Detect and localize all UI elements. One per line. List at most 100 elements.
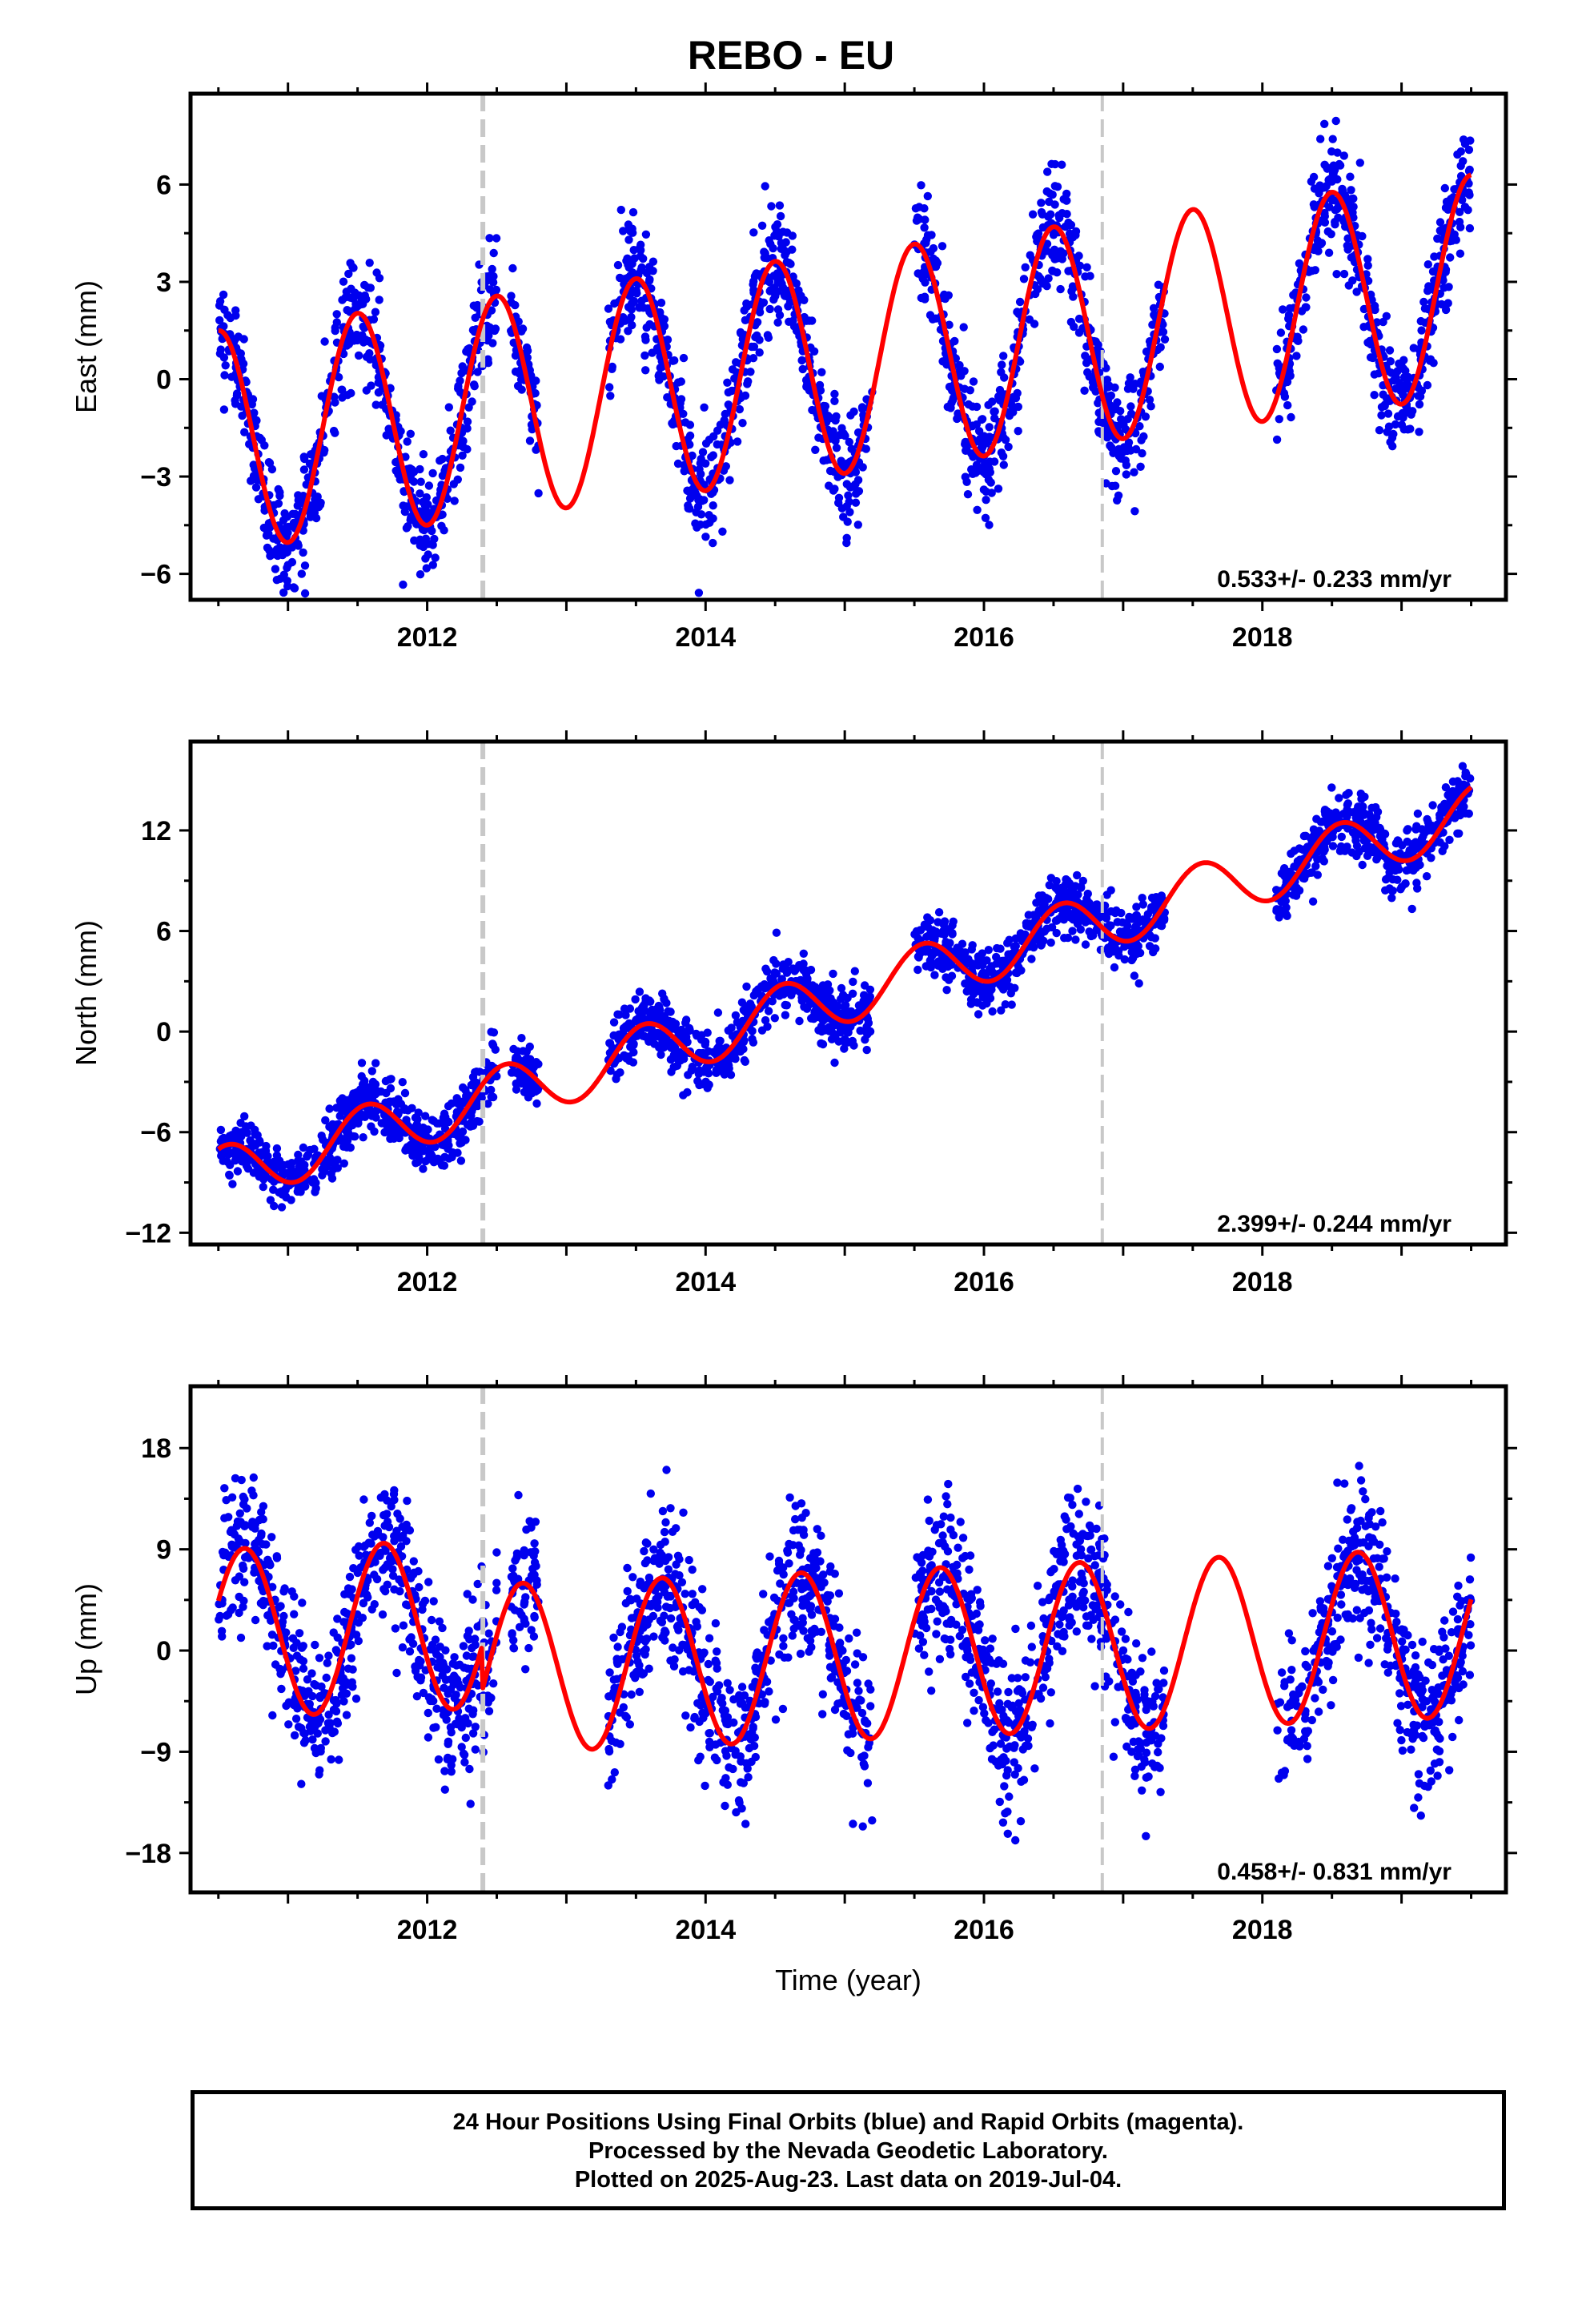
data-point: [641, 230, 651, 239]
data-point: [492, 285, 501, 295]
data-point: [1423, 818, 1433, 826]
data-point: [642, 323, 651, 332]
data-point: [1411, 844, 1421, 853]
data-point: [1279, 305, 1287, 314]
data-point: [632, 1031, 641, 1040]
data-point: [753, 331, 761, 340]
data-point: [354, 351, 363, 360]
data-point: [1284, 370, 1293, 379]
data-point: [1160, 335, 1170, 344]
data-point: [1038, 223, 1048, 232]
data-point: [1435, 218, 1445, 227]
data-point: [910, 930, 919, 939]
data-point: [1446, 253, 1455, 262]
data-point: [1340, 846, 1350, 855]
data-point: [1050, 245, 1059, 254]
data-point: [938, 242, 947, 251]
data-point: [1377, 403, 1387, 412]
data-point: [458, 451, 467, 460]
data-point: [1062, 196, 1071, 205]
data-point: [250, 408, 259, 417]
data-point: [444, 403, 453, 412]
data-point: [1083, 368, 1092, 377]
data-point: [709, 538, 717, 548]
data-point: [432, 496, 441, 505]
data-point: [837, 983, 846, 993]
data-point: [360, 1112, 369, 1122]
data-point: [487, 1027, 496, 1036]
data-point: [463, 444, 472, 454]
data-point: [651, 1015, 660, 1023]
data-point: [277, 1203, 287, 1212]
data-point: [327, 1174, 337, 1183]
data-point: [492, 1072, 501, 1081]
data-point: [784, 302, 793, 311]
data-point: [974, 466, 982, 475]
data-point: [343, 1136, 352, 1145]
data-point: [1033, 230, 1042, 239]
data-point: [989, 968, 998, 978]
data-point: [1308, 897, 1318, 906]
data-point: [534, 489, 543, 498]
data-point: [1337, 832, 1347, 842]
data-point: [1106, 886, 1115, 895]
data-point: [1082, 263, 1091, 271]
data-point: [849, 977, 857, 987]
data-point: [764, 1007, 773, 1015]
y-axis-label: North (mm): [70, 920, 102, 1066]
data-point: [1106, 441, 1114, 450]
data-point: [323, 1659, 331, 1667]
data-point: [368, 1088, 378, 1097]
data-point: [719, 1061, 728, 1070]
data-point: [1044, 274, 1053, 283]
data-point: [1328, 169, 1338, 178]
data-point: [267, 464, 277, 474]
data-point: [1031, 289, 1040, 299]
data-point: [612, 1075, 620, 1084]
data-point: [822, 983, 831, 991]
data-point: [808, 405, 817, 415]
data-point: [769, 295, 778, 304]
data-point: [926, 963, 936, 972]
data-point: [382, 1088, 391, 1098]
data-point: [1370, 370, 1379, 379]
data-point: [471, 1745, 480, 1754]
data-point: [978, 949, 987, 958]
data-point: [1045, 197, 1054, 207]
data-point: [1066, 317, 1076, 327]
data-point: [321, 1116, 330, 1125]
data-point: [1339, 151, 1349, 160]
data-point: [1466, 774, 1475, 783]
data-point: [1117, 415, 1126, 424]
data-point: [357, 1059, 367, 1068]
data-point: [822, 456, 831, 464]
data-point: [232, 391, 242, 400]
data-point: [1132, 903, 1141, 911]
data-point: [271, 565, 280, 573]
data-point: [1363, 255, 1372, 263]
data-point: [921, 215, 930, 224]
data-point: [648, 257, 658, 266]
data-point: [940, 930, 949, 939]
data-point: [739, 1044, 748, 1054]
data-point: [246, 1136, 255, 1145]
data-point: [382, 431, 391, 440]
data-point: [1126, 409, 1136, 418]
data-point: [1074, 328, 1084, 337]
data-point: [273, 550, 282, 560]
data-point: [934, 918, 942, 927]
data-point: [785, 259, 793, 267]
data-point: [733, 437, 742, 446]
data-point: [930, 934, 939, 943]
data-point: [441, 1112, 450, 1122]
data-point: [1293, 857, 1303, 866]
data-point: [396, 475, 404, 484]
data-point: [512, 1085, 521, 1094]
data-point: [1007, 1000, 1016, 1009]
data-point: [1387, 894, 1396, 903]
data-point: [1416, 316, 1426, 326]
data-point: [1142, 347, 1151, 356]
data-point: [475, 1117, 484, 1126]
data-point: [842, 533, 851, 542]
data-point: [488, 264, 496, 274]
